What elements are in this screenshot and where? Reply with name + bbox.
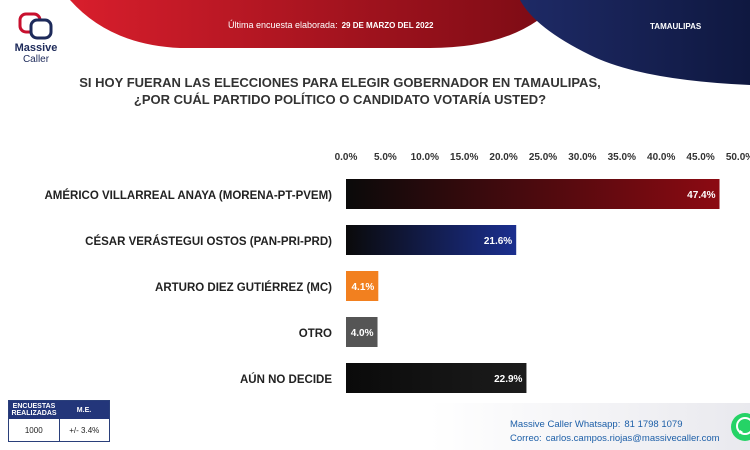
data-label: 47.4% bbox=[687, 190, 715, 201]
x-tick-label: 10.0% bbox=[411, 152, 439, 163]
data-label: 4.1% bbox=[352, 282, 375, 293]
x-tick-label: 40.0% bbox=[647, 152, 675, 163]
data-label: 4.0% bbox=[351, 328, 374, 339]
category-label: AÚN NO DECIDE bbox=[240, 373, 332, 386]
surveys-value: 1000 bbox=[24, 425, 43, 435]
margin-error-value: +/- 3.4% bbox=[58, 419, 110, 441]
footer-band bbox=[430, 403, 750, 450]
logo-text-caller: Caller bbox=[22, 54, 50, 65]
header-navy-wave bbox=[520, 0, 750, 85]
question-line-1: SI HOY FUERAN LAS ELECCIONES PARA ELEGIR… bbox=[79, 75, 601, 90]
contact-info: Massive Caller Whatsapp: 81 1798 1079 Cor… bbox=[510, 418, 720, 446]
x-tick-label: 0.0% bbox=[335, 152, 358, 163]
bar bbox=[346, 271, 379, 301]
email-line: Correo: carlos.campos.riojas@massivecalle… bbox=[510, 432, 720, 446]
x-tick-label: 50.0% bbox=[726, 152, 750, 163]
email-label: Correo: bbox=[510, 433, 542, 444]
methodology-table: ENCUESTAS REALIZADAS M.E. 1000 +/- 3.4% bbox=[8, 400, 110, 442]
x-tick-label: 25.0% bbox=[529, 152, 557, 163]
header-red-wave bbox=[70, 0, 560, 48]
x-tick-label: 45.0% bbox=[686, 152, 714, 163]
logo-text-massive: Massive bbox=[14, 42, 58, 54]
x-tick-label: 35.0% bbox=[608, 152, 636, 163]
category-label: ARTURO DIEZ GUTIÉRREZ (MC) bbox=[155, 281, 332, 294]
x-tick-label: 30.0% bbox=[568, 152, 596, 163]
question-line-2: ¿POR CUÁL PARTIDO POLÍTICO O CANDIDATO V… bbox=[133, 92, 547, 107]
whatsapp-icon bbox=[731, 413, 750, 441]
bar bbox=[346, 225, 517, 255]
bar bbox=[346, 179, 720, 209]
data-label: 21.6% bbox=[484, 236, 512, 247]
email-address: carlos.campos.riojas@massivecaller.com bbox=[545, 433, 720, 444]
massive-caller-logo: Massive Caller bbox=[6, 12, 66, 65]
data-label: 22.9% bbox=[494, 374, 522, 385]
header-banner bbox=[70, 0, 750, 85]
state-label: TAMAULIPAS bbox=[650, 22, 702, 31]
category-label: OTRO bbox=[299, 328, 332, 340]
whatsapp-label: Massive Caller Whatsapp: bbox=[510, 419, 621, 430]
category-label: CÉSAR VERÁSTEGUI OSTOS (PAN-PRI-PRD) bbox=[85, 235, 332, 248]
x-tick-label: 20.0% bbox=[489, 152, 517, 163]
survey-label: Última encuesta elaborada: bbox=[228, 20, 338, 30]
methodology-header-row: ENCUESTAS REALIZADAS M.E. bbox=[9, 401, 109, 419]
survey-question: SI HOY FUERAN LAS ELECCIONES PARA ELEGIR… bbox=[40, 74, 640, 108]
chat-bubbles-icon bbox=[18, 12, 53, 40]
survey-date: 29 DE MARZO DEL 2022 bbox=[341, 21, 434, 30]
surveys-header: ENCUESTAS REALIZADAS bbox=[11, 403, 57, 417]
methodology-value-row: 1000 +/- 3.4% bbox=[9, 419, 109, 441]
x-tick-label: 5.0% bbox=[374, 152, 397, 163]
bar bbox=[346, 317, 378, 347]
x-tick-label: 15.0% bbox=[450, 152, 478, 163]
category-label: AMÉRICO VILLARREAL ANAYA (MORENA-PT-PVEM… bbox=[44, 189, 332, 202]
whatsapp-line: Massive Caller Whatsapp: 81 1798 1079 bbox=[510, 418, 720, 432]
bar-chart: 0.0% 5.0% 10.0% 15.0% 20.0% 25.0% 30.0% 35.0% 40… bbox=[44, 152, 750, 393]
survey-date-line: Última encuesta elaborada: 29 DE MARZO DE… bbox=[228, 20, 433, 30]
whatsapp-number: 81 1798 1079 bbox=[624, 419, 683, 430]
bar bbox=[346, 363, 527, 393]
margin-error-header: M.E. bbox=[76, 406, 92, 414]
